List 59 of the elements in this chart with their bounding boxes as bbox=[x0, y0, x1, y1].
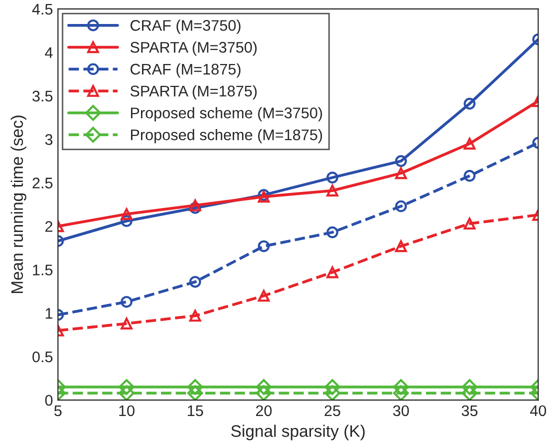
x-tick-label: 35 bbox=[462, 405, 478, 416]
point bbox=[120, 208, 132, 220]
x-axis-title: Signal sparsity (K) bbox=[231, 424, 365, 440]
point bbox=[326, 184, 338, 196]
point bbox=[120, 318, 132, 330]
legend-label: SPARTA (M=3750) bbox=[130, 42, 257, 56]
point bbox=[395, 167, 407, 180]
y-tick-label: 4.5 bbox=[32, 4, 52, 15]
point bbox=[462, 379, 478, 395]
legend-label: CRAF (M=3750) bbox=[130, 20, 240, 34]
x-tick-label: 10 bbox=[119, 405, 134, 416]
x-tick-label: 5 bbox=[54, 405, 62, 416]
point bbox=[187, 379, 204, 395]
point bbox=[258, 240, 270, 252]
legend-label: SPARTA (M=1875) bbox=[130, 85, 257, 100]
point bbox=[464, 170, 476, 182]
x-tick-label: 25 bbox=[324, 405, 340, 416]
point bbox=[189, 276, 202, 288]
y-tick-label: 0.5 bbox=[32, 351, 52, 362]
point bbox=[395, 155, 407, 167]
y-tick-label: 1 bbox=[46, 308, 52, 319]
point bbox=[395, 240, 407, 252]
y-tick-label: 0 bbox=[45, 394, 52, 406]
point bbox=[393, 385, 409, 400]
y-tick-label: 1.5 bbox=[33, 264, 52, 276]
y-axis-title: Mean running time (sec) bbox=[10, 116, 26, 293]
y-tick-label: 2 bbox=[45, 221, 52, 232]
point bbox=[393, 379, 409, 395]
point bbox=[324, 385, 340, 400]
point bbox=[326, 226, 338, 238]
point bbox=[326, 172, 338, 184]
point bbox=[256, 379, 272, 395]
y-tick-label: 2.5 bbox=[32, 178, 52, 188]
point bbox=[118, 385, 134, 400]
y-tick-label: 3.5 bbox=[32, 90, 52, 102]
point bbox=[189, 310, 202, 322]
point bbox=[120, 215, 132, 227]
x-tick-label: 20 bbox=[256, 405, 272, 416]
point bbox=[464, 218, 476, 230]
y-tick-label: 4 bbox=[44, 47, 53, 58]
y-tick-label: 3 bbox=[45, 134, 52, 145]
x-tick-label: 15 bbox=[188, 405, 204, 416]
x-tick-label: 40 bbox=[530, 405, 546, 416]
point bbox=[118, 379, 134, 395]
point bbox=[187, 385, 204, 400]
point bbox=[256, 385, 272, 400]
legend-label: Proposed scheme (M=3750) bbox=[131, 107, 322, 122]
point bbox=[326, 266, 338, 278]
point bbox=[462, 385, 478, 400]
x-tick-label: 30 bbox=[393, 405, 409, 416]
point bbox=[324, 379, 340, 395]
point bbox=[258, 290, 270, 302]
point bbox=[120, 296, 132, 308]
point bbox=[395, 200, 407, 212]
legend-label: Proposed scheme (M=1875) bbox=[131, 129, 322, 144]
point bbox=[464, 138, 476, 150]
point bbox=[189, 199, 202, 212]
point bbox=[464, 98, 476, 110]
legend-label: CRAF (M=1875) bbox=[130, 63, 240, 78]
